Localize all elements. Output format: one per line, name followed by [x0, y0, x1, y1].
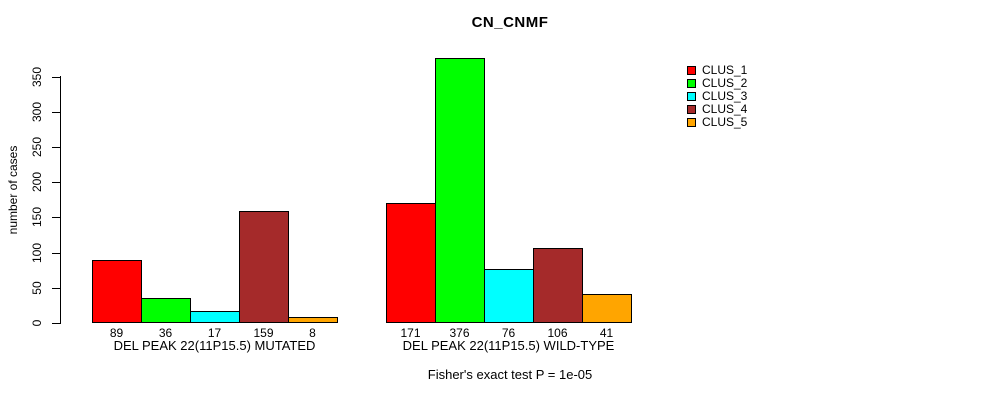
bar-value-label: 106 [547, 326, 568, 340]
bar-clus_5 [582, 294, 632, 323]
y-tick-mark [52, 111, 60, 113]
bar-clus_1 [92, 260, 142, 323]
group-label: DEL PEAK 22(11P15.5) WILD-TYPE [402, 338, 615, 353]
bar-clus_5 [288, 317, 338, 323]
y-axis-line [60, 76, 61, 324]
y-tick-mark [52, 287, 60, 289]
y-tick-mark [52, 146, 60, 148]
bar-clus_3 [190, 311, 240, 323]
legend-swatch [687, 92, 696, 101]
bar-value-label: 36 [158, 326, 173, 340]
bar-value-label: 17 [207, 326, 222, 340]
bar-value-label: 171 [400, 326, 421, 340]
y-tick-label: 100 [30, 242, 44, 263]
legend: CLUS_1 CLUS_2 CLUS_3 CLUS_4 CLUS_5 [687, 64, 747, 129]
y-tick-mark [52, 323, 60, 324]
y-tick-mark [52, 76, 60, 78]
bar-value-label: 89 [109, 326, 124, 340]
bar-value-label: 76 [501, 326, 516, 340]
bar-clus_2 [141, 297, 191, 323]
legend-swatch [687, 66, 696, 75]
legend-label: CLUS_2 [702, 76, 748, 90]
bar-clus_4 [533, 248, 583, 323]
legend-swatch [687, 79, 696, 88]
group-label: DEL PEAK 22(11P15.5) MUTATED [113, 338, 316, 353]
bar-clus_2 [435, 58, 485, 323]
y-tick-label: 250 [30, 136, 44, 157]
y-tick-label: 150 [30, 207, 44, 228]
bar-clus_1 [386, 202, 436, 323]
y-tick-mark [52, 182, 60, 184]
y-tick-label: 50 [30, 281, 44, 295]
y-tick-label: 0 [30, 319, 44, 327]
y-tick-label: 350 [30, 66, 44, 87]
y-tick-mark [52, 252, 60, 254]
legend-item: CLUS_4 [687, 103, 747, 116]
legend-label: CLUS_5 [702, 115, 748, 129]
bar-value-label: 41 [599, 326, 614, 340]
y-tick-label: 200 [30, 172, 44, 193]
annotation-text: Fisher's exact test P = 1e-05 [427, 367, 593, 382]
legend-item: CLUS_5 [687, 116, 747, 129]
legend-swatch [687, 105, 696, 114]
bar-clus_3 [484, 269, 534, 323]
legend-item: CLUS_1 [687, 64, 747, 77]
y-axis-title: number of cases [6, 145, 20, 235]
bar-clus_4 [239, 211, 289, 323]
legend-label: CLUS_4 [702, 102, 748, 116]
legend-label: CLUS_1 [702, 63, 748, 77]
bar-value-label: 8 [309, 326, 316, 340]
legend-label: CLUS_3 [702, 89, 748, 103]
legend-item: CLUS_2 [687, 77, 747, 90]
bar-value-label: 376 [449, 326, 470, 340]
y-tick-mark [52, 217, 60, 219]
legend-item: CLUS_3 [687, 90, 747, 103]
bar-value-label: 159 [253, 326, 274, 340]
y-tick-label: 300 [30, 101, 44, 122]
chart-title: CN_CNMF [471, 14, 549, 31]
legend-swatch [687, 118, 696, 127]
